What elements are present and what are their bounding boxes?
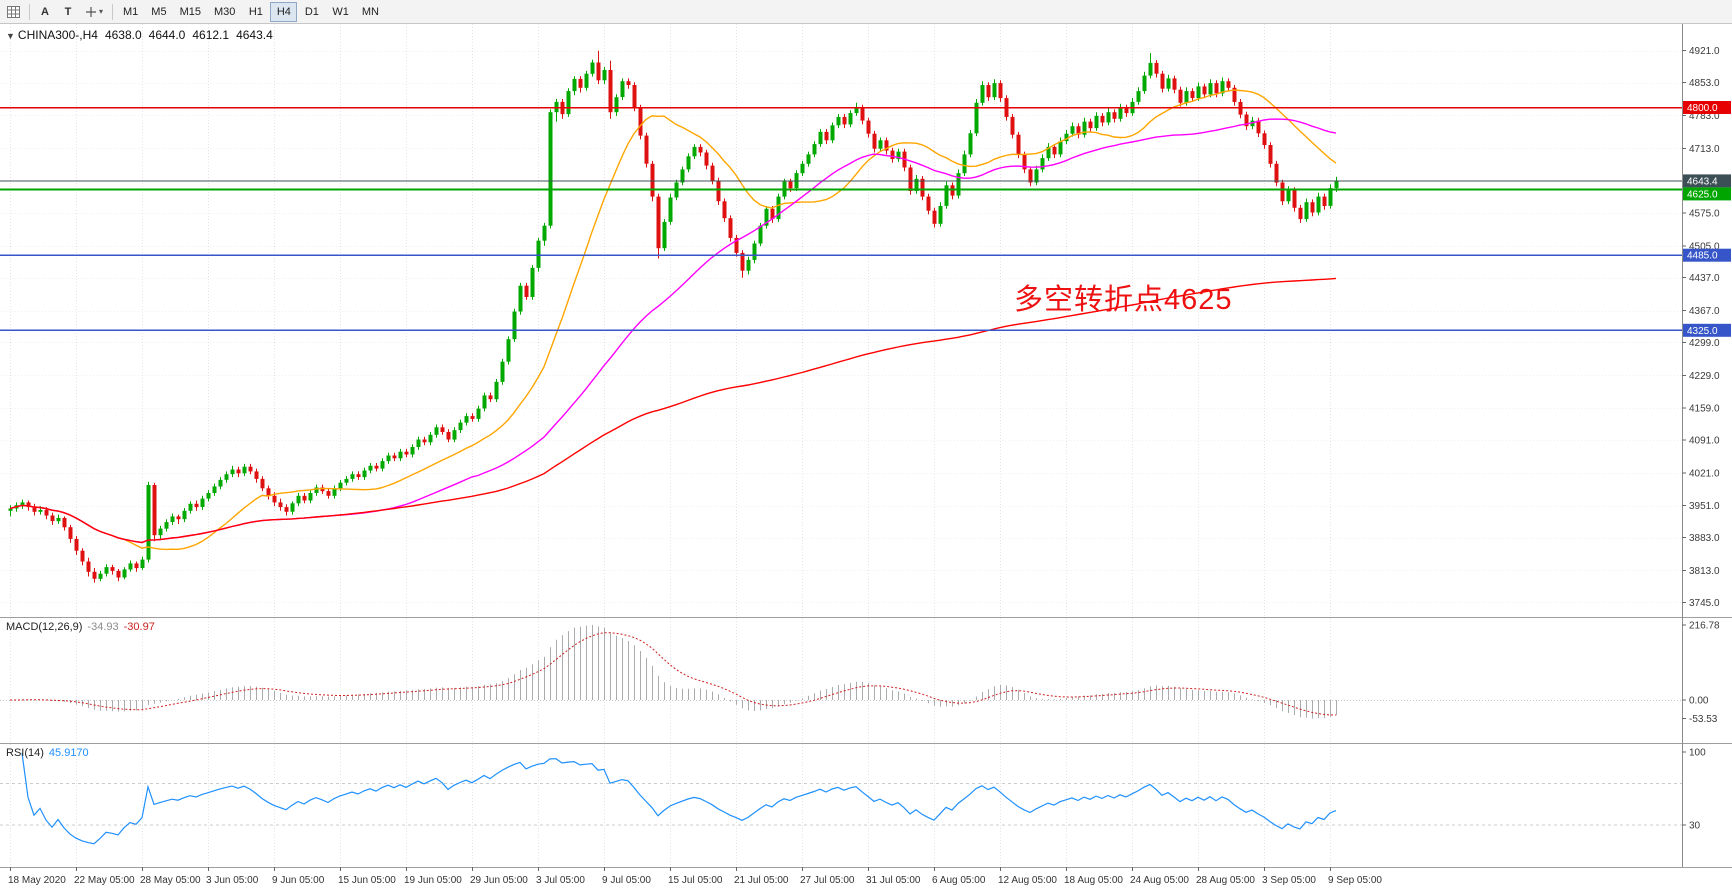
rsi-line	[21, 752, 1337, 845]
svg-text:4299.0: 4299.0	[1689, 338, 1720, 349]
time-axis[interactable]: 18 May 2020 22 May 05:00 28 May 05:00 3 Jun…	[8, 867, 1382, 886]
price-label-4485.0	[1683, 248, 1731, 262]
svg-text:4800.0: 4800.0	[1687, 103, 1718, 114]
time-label: 6 Aug 05:00	[932, 875, 986, 886]
time-label: 19 Jun 05:00	[404, 875, 462, 886]
svg-text:3883.0: 3883.0	[1689, 533, 1720, 544]
svg-text:4229.0: 4229.0	[1689, 371, 1720, 382]
time-label: 24 Aug 05:00	[1130, 875, 1189, 886]
time-label: 12 Aug 05:00	[998, 875, 1057, 886]
rsi-scale[interactable]: 100 30	[1682, 748, 1706, 832]
candles-layer	[8, 50, 1339, 583]
timeframe-button-m5[interactable]: M5	[145, 2, 172, 22]
svg-text:100: 100	[1689, 748, 1706, 759]
tool-t-button[interactable]: T	[57, 2, 79, 22]
svg-text:-53.53: -53.53	[1689, 714, 1718, 725]
svg-text:4159.0: 4159.0	[1689, 404, 1720, 415]
time-label: 28 May 05:00	[140, 875, 201, 886]
timeframe-group: M1 M5 M15 M30 H1 H4 D1 W1 MN	[117, 1, 385, 22]
svg-text:0.00: 0.00	[1689, 696, 1709, 707]
timeframe-button-w1[interactable]: W1	[326, 2, 355, 22]
chart-area[interactable]: 4921.0 4853.0 4783.0 4713.0 4575.0 4505.0 4437…	[0, 24, 1732, 895]
time-label: 27 Jul 05:00	[800, 875, 855, 886]
time-label: 9 Jul 05:00	[602, 875, 651, 886]
time-label: 22 May 05:00	[74, 875, 135, 886]
svg-text:3745.0: 3745.0	[1689, 598, 1720, 609]
time-label: 15 Jul 05:00	[668, 875, 723, 886]
time-label: 18 Aug 05:00	[1064, 875, 1123, 886]
ma-fast-line	[9, 89, 1337, 551]
timeframe-button-m30[interactable]: M30	[208, 2, 241, 22]
toolbar: A T ▾ M1 M5 M15 M30 H1 H4 D1 W1 MN	[0, 0, 1732, 24]
cursor-tool-button[interactable]: ▾	[80, 2, 108, 22]
price-label-4325.0	[1683, 323, 1731, 337]
price-scale[interactable]: 4921.0 4853.0 4783.0 4713.0 4575.0 4505.0 4437…	[1682, 46, 1731, 609]
panel-dividers	[0, 24, 1732, 868]
svg-text:4367.0: 4367.0	[1689, 306, 1720, 317]
horizontal-lines-layer[interactable]	[0, 106, 1682, 332]
timeframe-button-mn[interactable]: MN	[356, 2, 385, 22]
time-label: 28 Aug 05:00	[1196, 875, 1255, 886]
crosshair-icon	[86, 6, 96, 17]
grid-icon	[7, 5, 20, 18]
price-label-4643.4	[1683, 174, 1731, 188]
macd-histogram	[16, 625, 1337, 719]
svg-text:30: 30	[1689, 821, 1701, 832]
svg-text:4575.0: 4575.0	[1689, 209, 1720, 220]
svg-text:4505.0: 4505.0	[1689, 241, 1720, 252]
chart-grid-button[interactable]	[2, 2, 25, 22]
time-label: 15 Jun 05:00	[338, 875, 396, 886]
svg-text:4625.0: 4625.0	[1687, 189, 1718, 200]
ma-slow-line	[9, 277, 1337, 544]
time-label: 9 Sep 05:00	[1328, 875, 1382, 886]
time-label: 29 Jun 05:00	[470, 875, 528, 886]
time-label: 18 May 2020	[8, 875, 66, 886]
toolbar-separator	[29, 3, 30, 20]
time-label: 21 Jul 05:00	[734, 875, 789, 886]
toolbar-separator	[112, 3, 114, 20]
time-label: 9 Jun 05:00	[272, 875, 325, 886]
svg-text:4853.0: 4853.0	[1689, 78, 1720, 89]
time-label: 3 Sep 05:00	[1262, 875, 1316, 886]
macd-signal-line	[10, 632, 1337, 716]
svg-text:3813.0: 3813.0	[1689, 566, 1720, 577]
macd-scale[interactable]: 216.78 0.00 -53.53	[1682, 621, 1720, 726]
svg-text:216.78: 216.78	[1689, 621, 1720, 632]
tool-a-button[interactable]: A	[34, 2, 56, 22]
time-label: 3 Jul 05:00	[536, 875, 585, 886]
svg-text:4713.0: 4713.0	[1689, 144, 1720, 155]
price-label-4625.0	[1683, 187, 1731, 201]
svg-text:4485.0: 4485.0	[1687, 251, 1718, 262]
timeframe-button-m1[interactable]: M1	[117, 2, 144, 22]
timeframe-button-h1[interactable]: H1	[242, 2, 269, 22]
chart-canvas[interactable]: 4921.0 4853.0 4783.0 4713.0 4575.0 4505.0 4437…	[0, 24, 1732, 895]
svg-text:4643.4: 4643.4	[1687, 176, 1718, 187]
grid-layer	[0, 24, 1682, 867]
svg-text:3951.0: 3951.0	[1689, 501, 1720, 512]
time-label: 3 Jun 05:00	[206, 875, 259, 886]
price-label-4800.0	[1683, 101, 1731, 114]
svg-text:4021.0: 4021.0	[1689, 468, 1720, 479]
timeframe-button-m15[interactable]: M15	[174, 2, 207, 22]
timeframe-button-h4[interactable]: H4	[270, 1, 298, 22]
svg-text:4921.0: 4921.0	[1689, 46, 1720, 57]
timeframe-button-d1[interactable]: D1	[298, 2, 325, 22]
svg-text:4325.0: 4325.0	[1687, 326, 1718, 337]
svg-text:4437.0: 4437.0	[1689, 273, 1720, 284]
svg-text:4091.0: 4091.0	[1689, 436, 1720, 447]
time-label: 31 Jul 05:00	[866, 875, 921, 886]
chevron-down-icon: ▾	[99, 7, 104, 16]
svg-text:4783.0: 4783.0	[1689, 111, 1720, 122]
